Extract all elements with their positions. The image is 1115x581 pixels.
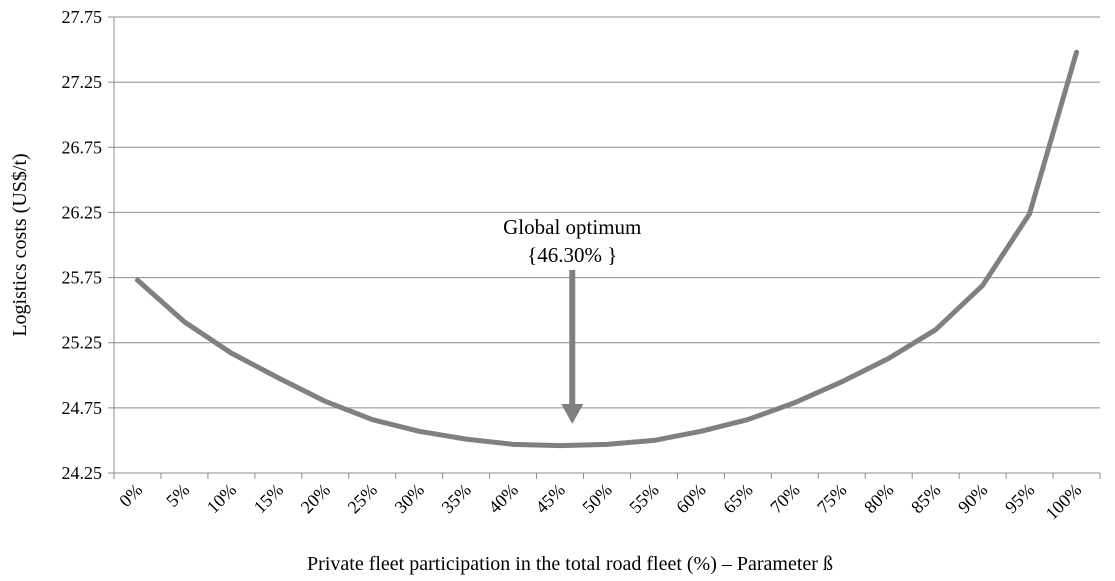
x-tick-label: 40%	[484, 480, 521, 517]
x-tick-label: 90%	[954, 480, 991, 517]
gridlines	[108, 16, 1100, 474]
x-tick-label: 55%	[625, 480, 662, 517]
global-optimum-annotation: Global optimum {46.30% }	[503, 215, 641, 424]
x-tick-label: 50%	[578, 480, 615, 517]
annotation-value: {46.30% }	[527, 243, 617, 267]
x-tick-label: 60%	[672, 480, 709, 517]
annotation-title: Global optimum	[503, 215, 641, 239]
x-tick-label: 95%	[1001, 480, 1038, 517]
x-tick-labels: 0% 5% 10% 15% 20% 25% 30% 35% 40% 45% 50% 55% 60% 65%…	[113, 473, 1101, 524]
x-tick-label: 65%	[719, 480, 756, 517]
y-tick-label: 25.75	[62, 268, 103, 288]
annotation-arrow-head	[561, 404, 584, 424]
x-tick-label: 80%	[860, 480, 897, 517]
x-tick-label: 70%	[766, 480, 803, 517]
x-tick-label: 20%	[297, 480, 334, 517]
x-tick-label: 35%	[437, 480, 474, 517]
y-tick-label: 27.75	[62, 7, 103, 27]
x-tick-label: 5%	[162, 480, 193, 511]
x-axis-title: Private fleet participation in the total…	[307, 553, 833, 575]
x-tick-label: 85%	[907, 480, 944, 517]
x-tick-label: 30%	[391, 480, 428, 517]
y-axis-title: Logistics costs (US$/t)	[9, 153, 31, 336]
y-tick-label: 24.25	[62, 463, 103, 483]
x-tick-label: 10%	[203, 480, 240, 517]
x-tick-label: 15%	[250, 480, 287, 517]
y-tick-labels: 24.25 24.75 25.25 25.75 26.25 26.75 27.25 27.75	[62, 7, 103, 483]
x-tick-label: 25%	[344, 480, 381, 517]
y-tick-label: 24.75	[62, 398, 103, 418]
y-tick-label: 26.75	[62, 137, 103, 157]
y-tick-label: 27.25	[62, 72, 103, 92]
x-tick-label: 45%	[531, 480, 568, 517]
x-tick-label: 0%	[115, 480, 146, 511]
series-line	[134, 49, 1080, 449]
y-tick-label: 26.25	[62, 202, 103, 222]
x-tick-label: 100%	[1042, 480, 1086, 524]
x-tick-label: 75%	[813, 480, 850, 517]
y-tick-label: 25.25	[62, 333, 103, 353]
